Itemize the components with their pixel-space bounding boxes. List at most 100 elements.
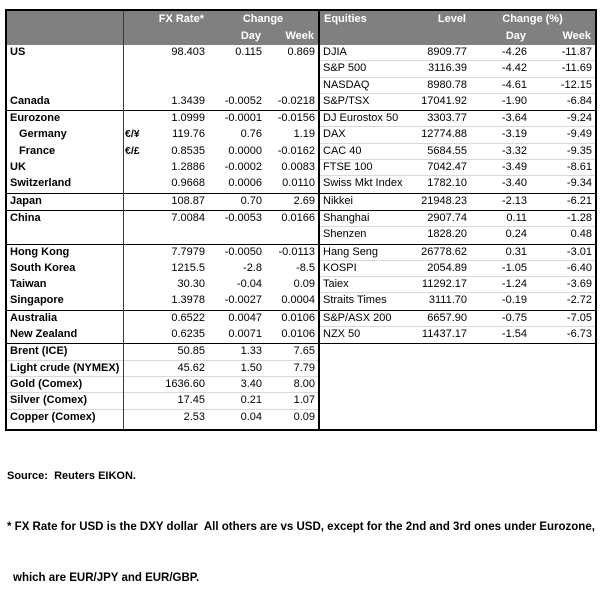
fx-table: FX Rate* Change Day Week US 98.403 0.115 0.… bbox=[7, 11, 318, 429]
fx-week-change: 0.869 bbox=[287, 46, 315, 58]
equity-label: KOSPI bbox=[323, 261, 357, 274]
country-label: US bbox=[10, 46, 26, 58]
fx-row: US 98.403 0.115 0.869 bbox=[7, 45, 318, 61]
currency-pair-label bbox=[123, 45, 153, 61]
fx-week-change: -0.0113 bbox=[278, 245, 316, 258]
equity-level: 26778.62 bbox=[421, 245, 467, 258]
fx-row bbox=[7, 227, 318, 243]
fx-rate-column-header: FX Rate* bbox=[158, 13, 204, 25]
equity-level: 2907.74 bbox=[427, 211, 467, 224]
country-label: Singapore bbox=[10, 294, 64, 307]
equity-week-change: -9.34 bbox=[566, 177, 592, 190]
equity-level: 2054.89 bbox=[427, 261, 467, 274]
fx-section-americas: US 98.403 0.115 0.869 Canada 1.3439 -0.0052 -0… bbox=[7, 45, 318, 110]
equities-column-header: Equities bbox=[324, 13, 367, 25]
currency-pair-label: €/¥ bbox=[125, 128, 140, 141]
equity-row: Swiss Mkt Index 1782.10 -3.40 -9.34 bbox=[320, 176, 595, 192]
equity-week-change: -1.28 bbox=[566, 211, 592, 224]
commodity-row: Silver (Comex) 17.45 0.21 1.07 bbox=[7, 393, 318, 410]
fx-week-column-header: Week bbox=[285, 30, 314, 42]
equity-row: S&P 500 3116.39 -4.42 -11.69 bbox=[320, 61, 595, 78]
fx-day-change: -2.8 bbox=[243, 261, 262, 274]
fx-row: New Zealand 0.6235 0.0071 0.0106 bbox=[7, 327, 318, 343]
equity-week-change: -11.69 bbox=[561, 62, 592, 75]
fx-rate: 1215.5 bbox=[171, 261, 205, 274]
level-column-header: Level bbox=[437, 13, 466, 25]
equity-week-change: -9.49 bbox=[566, 128, 592, 141]
fx-week-change: 1.19 bbox=[293, 128, 315, 141]
commodity-label: Light crude (NYMEX) bbox=[10, 361, 120, 374]
fx-rate: 0.9668 bbox=[171, 177, 205, 190]
fx-week-change: 0.0110 bbox=[282, 177, 315, 190]
fx-rate: 119.76 bbox=[172, 128, 205, 141]
equity-week-change: -3.01 bbox=[566, 245, 592, 258]
equity-day-change: -0.19 bbox=[501, 294, 527, 307]
commodity-day-change: 0.21 bbox=[240, 394, 262, 407]
fx-week-change: 0.0083 bbox=[281, 161, 315, 174]
equity-row: CAC 40 5684.55 -3.32 -9.35 bbox=[320, 144, 595, 161]
equity-row: NZX 50 11437.17 -1.54 -6.73 bbox=[320, 327, 595, 343]
fx-day-change: -0.0001 bbox=[224, 112, 262, 125]
equity-week-change: -11.87 bbox=[561, 46, 592, 58]
equity-week-change: -9.35 bbox=[566, 144, 592, 157]
equities-section-americas: DJIA 8909.77 -4.26 -11.87 S&P 500 3116.39 -4.… bbox=[320, 45, 595, 110]
country-label: New Zealand bbox=[10, 328, 78, 341]
fx-day-change: 0.76 bbox=[240, 128, 262, 141]
equity-row: DJ Eurostox 50 3303.77 -3.64 -9.24 bbox=[320, 111, 595, 128]
fx-rate: 0.8535 bbox=[171, 144, 205, 157]
equity-week-change: -7.05 bbox=[566, 311, 592, 324]
equity-day-change: 0.24 bbox=[505, 228, 527, 241]
fx-day-change: 0.115 bbox=[235, 46, 262, 58]
equity-row: S&P/TSX 17041.92 -1.90 -6.84 bbox=[320, 94, 595, 110]
equity-level: 5684.55 bbox=[427, 144, 467, 157]
fx-row: South Korea 1215.5 -2.8 -8.5 bbox=[7, 261, 318, 277]
fx-change-column-header: Change bbox=[242, 13, 284, 25]
commodity-week-change: 8.00 bbox=[293, 377, 315, 390]
equity-day-change: -3.40 bbox=[501, 177, 527, 190]
equity-row: Nikkei 21948.23 -2.13 -6.21 bbox=[320, 194, 595, 210]
fx-row: China 7.0084 -0.0053 0.0166 bbox=[7, 211, 318, 227]
fx-table-header: FX Rate* Change Day Week bbox=[7, 11, 318, 45]
equity-day-change: -3.32 bbox=[501, 144, 527, 157]
equities-section-empty bbox=[320, 343, 595, 345]
equity-day-change: -1.05 bbox=[501, 261, 527, 274]
fx-day-change: -0.0002 bbox=[224, 161, 262, 174]
fx-row: Eurozone 1.0999 -0.0001 -0.0156 bbox=[7, 111, 318, 127]
column-divider bbox=[123, 11, 124, 429]
fx-footnote-line2: which are EUR/JPY and EUR/GBP. bbox=[13, 572, 200, 584]
fx-rate: 1.3439 bbox=[171, 94, 205, 107]
fx-rate: 30.30 bbox=[177, 278, 205, 291]
fx-rate: 108.87 bbox=[171, 194, 205, 207]
equity-day-change: -1.90 bbox=[501, 94, 527, 107]
fx-day-column-header: Day bbox=[240, 30, 261, 42]
equities-table-header: Equities Level Change (%) Day Week bbox=[320, 11, 595, 45]
source-note: Source: Reuters EIKON. bbox=[7, 470, 136, 482]
fx-rate: 7.0084 bbox=[171, 211, 205, 224]
commodity-week-change: 1.07 bbox=[293, 394, 315, 407]
commodity-price: 50.85 bbox=[177, 345, 205, 358]
currency-pair-label: €/£ bbox=[125, 144, 140, 157]
fx-week-change: 0.0004 bbox=[281, 294, 315, 307]
equity-level: 1828.20 bbox=[427, 228, 467, 241]
fx-section-japan: Japan 108.87 0.70 2.69 bbox=[7, 192, 318, 210]
equity-level: 1782.10 bbox=[427, 177, 467, 190]
equity-week-change: -3.69 bbox=[566, 278, 592, 291]
equity-week-change: -2.72 bbox=[566, 294, 592, 307]
fx-day-change: -0.04 bbox=[236, 278, 262, 291]
fx-row bbox=[7, 78, 318, 94]
equity-day-change: -1.24 bbox=[501, 278, 527, 291]
commodity-row: Light crude (NYMEX) 45.62 1.50 7.79 bbox=[7, 361, 318, 377]
equity-row: Straits Times 3111.70 -0.19 -2.72 bbox=[320, 293, 595, 309]
equity-week-change: -6.40 bbox=[566, 261, 592, 274]
fx-week-change: -0.0162 bbox=[277, 144, 315, 157]
commodity-price: 17.45 bbox=[177, 394, 205, 407]
commodity-day-change: 1.50 bbox=[240, 361, 262, 374]
fx-row: Germany €/¥ 119.76 0.76 1.19 bbox=[7, 127, 318, 143]
equity-level: 11437.17 bbox=[421, 328, 467, 341]
equity-day-change: -3.19 bbox=[501, 128, 527, 141]
fx-day-change: -0.0052 bbox=[224, 94, 262, 107]
country-label: Canada bbox=[10, 94, 50, 107]
equity-label: Shenzen bbox=[323, 228, 367, 241]
equity-row: Shenzen 1828.20 0.24 0.48 bbox=[320, 227, 595, 243]
equity-level: 12774.88 bbox=[421, 128, 467, 141]
